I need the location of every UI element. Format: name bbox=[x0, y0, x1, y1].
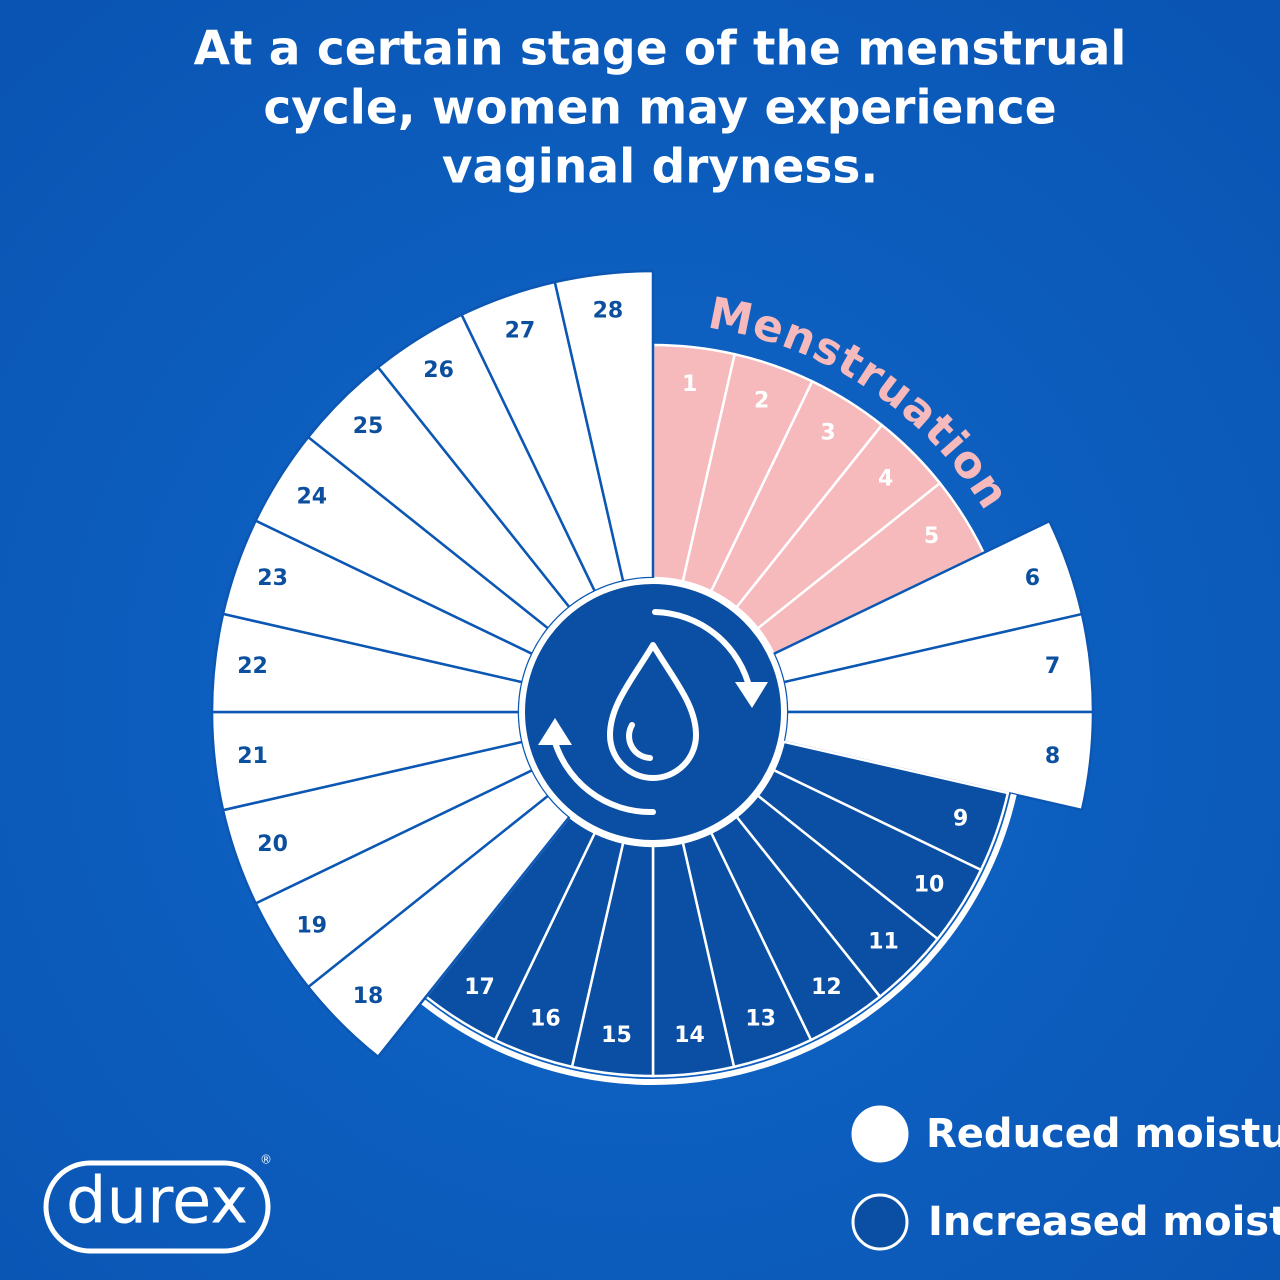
title-line: cycle, women may experience bbox=[263, 81, 1056, 136]
day-label: 20 bbox=[257, 832, 288, 857]
legend-label: Increased moisture bbox=[928, 1199, 1280, 1245]
day-label: 10 bbox=[914, 872, 945, 897]
day-label: 24 bbox=[296, 485, 327, 510]
group-border bbox=[420, 793, 1017, 1085]
day-label: 19 bbox=[296, 913, 327, 938]
legend-swatch bbox=[851, 1105, 909, 1163]
day-label: 7 bbox=[1045, 654, 1060, 679]
title-line: At a certain stage of the menstrual bbox=[194, 22, 1127, 77]
day-label: 22 bbox=[237, 654, 268, 679]
logo-outline bbox=[43, 1160, 271, 1254]
legend-label: Reduced moisture bbox=[926, 1111, 1280, 1157]
day-label: 13 bbox=[745, 1007, 776, 1032]
day-label: 12 bbox=[811, 975, 842, 1000]
day-label: 18 bbox=[353, 984, 384, 1009]
logo-text: durex bbox=[66, 1165, 248, 1239]
day-label: 8 bbox=[1045, 744, 1060, 769]
day-label: 9 bbox=[953, 807, 968, 832]
day-label: 25 bbox=[353, 414, 384, 439]
day-label: 14 bbox=[674, 1023, 705, 1048]
day-label: 5 bbox=[924, 524, 939, 549]
day-label: 17 bbox=[464, 975, 495, 1000]
day-label: 16 bbox=[530, 1007, 561, 1032]
day-label: 23 bbox=[257, 566, 288, 591]
cycle-wheel: 1234567891011121314151617181920212223242… bbox=[210, 269, 1095, 1085]
day-label: 3 bbox=[820, 420, 835, 445]
day-label: 26 bbox=[423, 358, 454, 383]
legend-swatch bbox=[851, 1193, 909, 1251]
day-label: 28 bbox=[593, 299, 624, 324]
day-label: 15 bbox=[601, 1023, 632, 1048]
day-label: 4 bbox=[878, 466, 893, 491]
day-label: 21 bbox=[237, 744, 268, 769]
center-icon bbox=[519, 578, 787, 846]
title-line: vaginal dryness. bbox=[442, 140, 878, 195]
day-label: 27 bbox=[505, 319, 536, 344]
day-label: 11 bbox=[868, 930, 899, 955]
logo-mark: ® bbox=[260, 1153, 272, 1167]
day-label: 2 bbox=[754, 388, 769, 413]
day-label: 6 bbox=[1025, 566, 1040, 591]
day-label: 1 bbox=[682, 372, 697, 397]
